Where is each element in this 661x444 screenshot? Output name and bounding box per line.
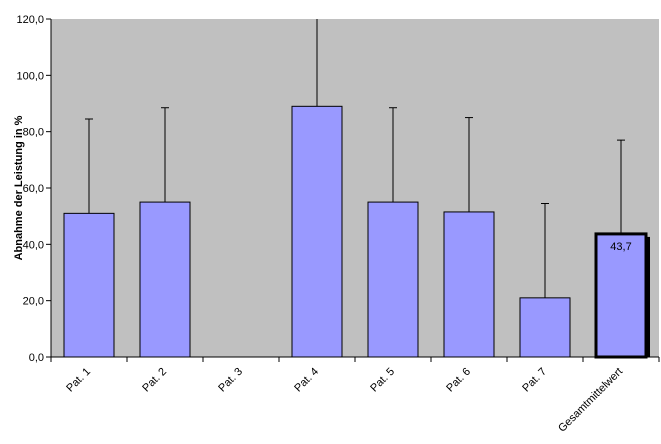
y-tick-label: 120,0: [16, 14, 44, 26]
data-labels: 43,7: [610, 241, 631, 253]
bars: [63, 105, 650, 359]
bar: [594, 232, 648, 359]
bar: [139, 201, 191, 358]
y-tick-label: 40,0: [23, 239, 44, 251]
y-tick-label: 100,0: [16, 70, 44, 82]
y-axis: 0,0 20,0 40,0 60,0 80,0 100,0 120,0: [16, 14, 52, 364]
bar: [367, 201, 419, 358]
y-tick-label: 60,0: [23, 183, 44, 195]
y-tick-label: 80,0: [23, 127, 44, 139]
y-tick-label: 0,0: [29, 352, 44, 364]
y-tick-label: 20,0: [23, 296, 44, 308]
bar: [291, 105, 343, 358]
bar: [63, 212, 115, 358]
y-axis-title: Abnahme der Leistung in %: [13, 115, 25, 260]
bar-shadow: [646, 236, 650, 357]
data-label: 43,7: [610, 241, 631, 253]
bar: [443, 211, 495, 358]
error-bars: [85, 19, 625, 298]
bar: [519, 297, 571, 358]
